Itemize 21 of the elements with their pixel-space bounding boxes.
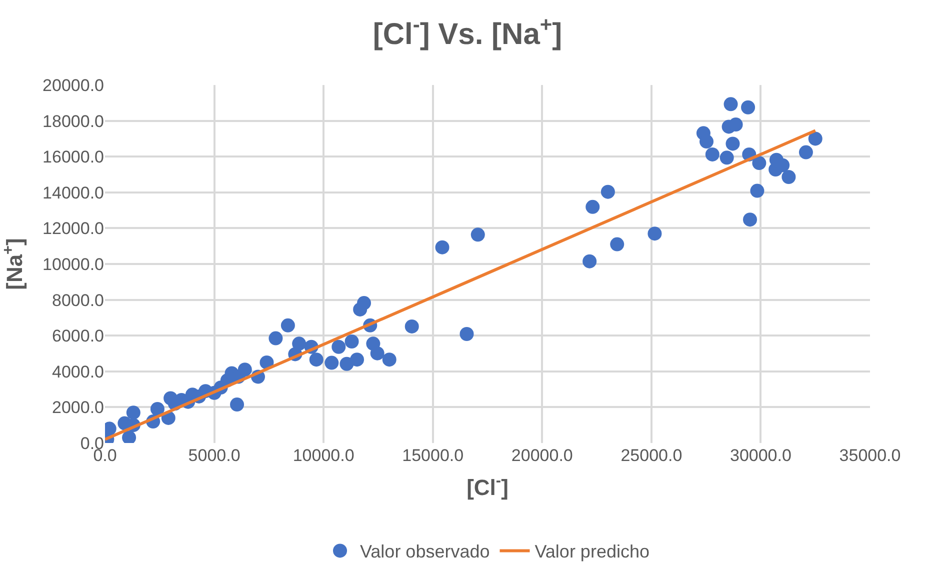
x-axis-title: [Cl$^{-}$] bbox=[466, 472, 508, 500]
y-tick-label: 2000.0 bbox=[52, 398, 104, 418]
x-tick-label: 15000.0 bbox=[402, 446, 464, 465]
x-tick-label: 25000.0 bbox=[620, 446, 682, 465]
x-tick-label: 10000.0 bbox=[292, 446, 354, 465]
x-tick-label: 20000.0 bbox=[511, 446, 573, 465]
y-tick-label: 14000.0 bbox=[42, 183, 104, 202]
y-tick-label: 8000.0 bbox=[52, 290, 104, 310]
x-tick-label: 35000.0 bbox=[839, 446, 901, 465]
chart-title: [Cl$^{-}$] Vs. [Na$^{+}$] bbox=[372, 14, 562, 52]
y-tick-label: 16000.0 bbox=[42, 148, 104, 167]
y-tick-label: 4000.0 bbox=[52, 362, 104, 382]
x-tick-label: 5000.0 bbox=[188, 446, 240, 465]
legend-label: Valor observado bbox=[360, 542, 490, 562]
y-tick-label: 6000.0 bbox=[52, 326, 104, 346]
y-tick-label: 20000.0 bbox=[42, 76, 104, 95]
x-tick-label: 30000.0 bbox=[730, 446, 792, 465]
legend-label: Valor predicho bbox=[534, 542, 650, 562]
y-tick-label: 12000.0 bbox=[42, 219, 104, 238]
y-tick-label: 18000.0 bbox=[42, 112, 104, 131]
y-tick-label: 10000.0 bbox=[42, 254, 104, 274]
